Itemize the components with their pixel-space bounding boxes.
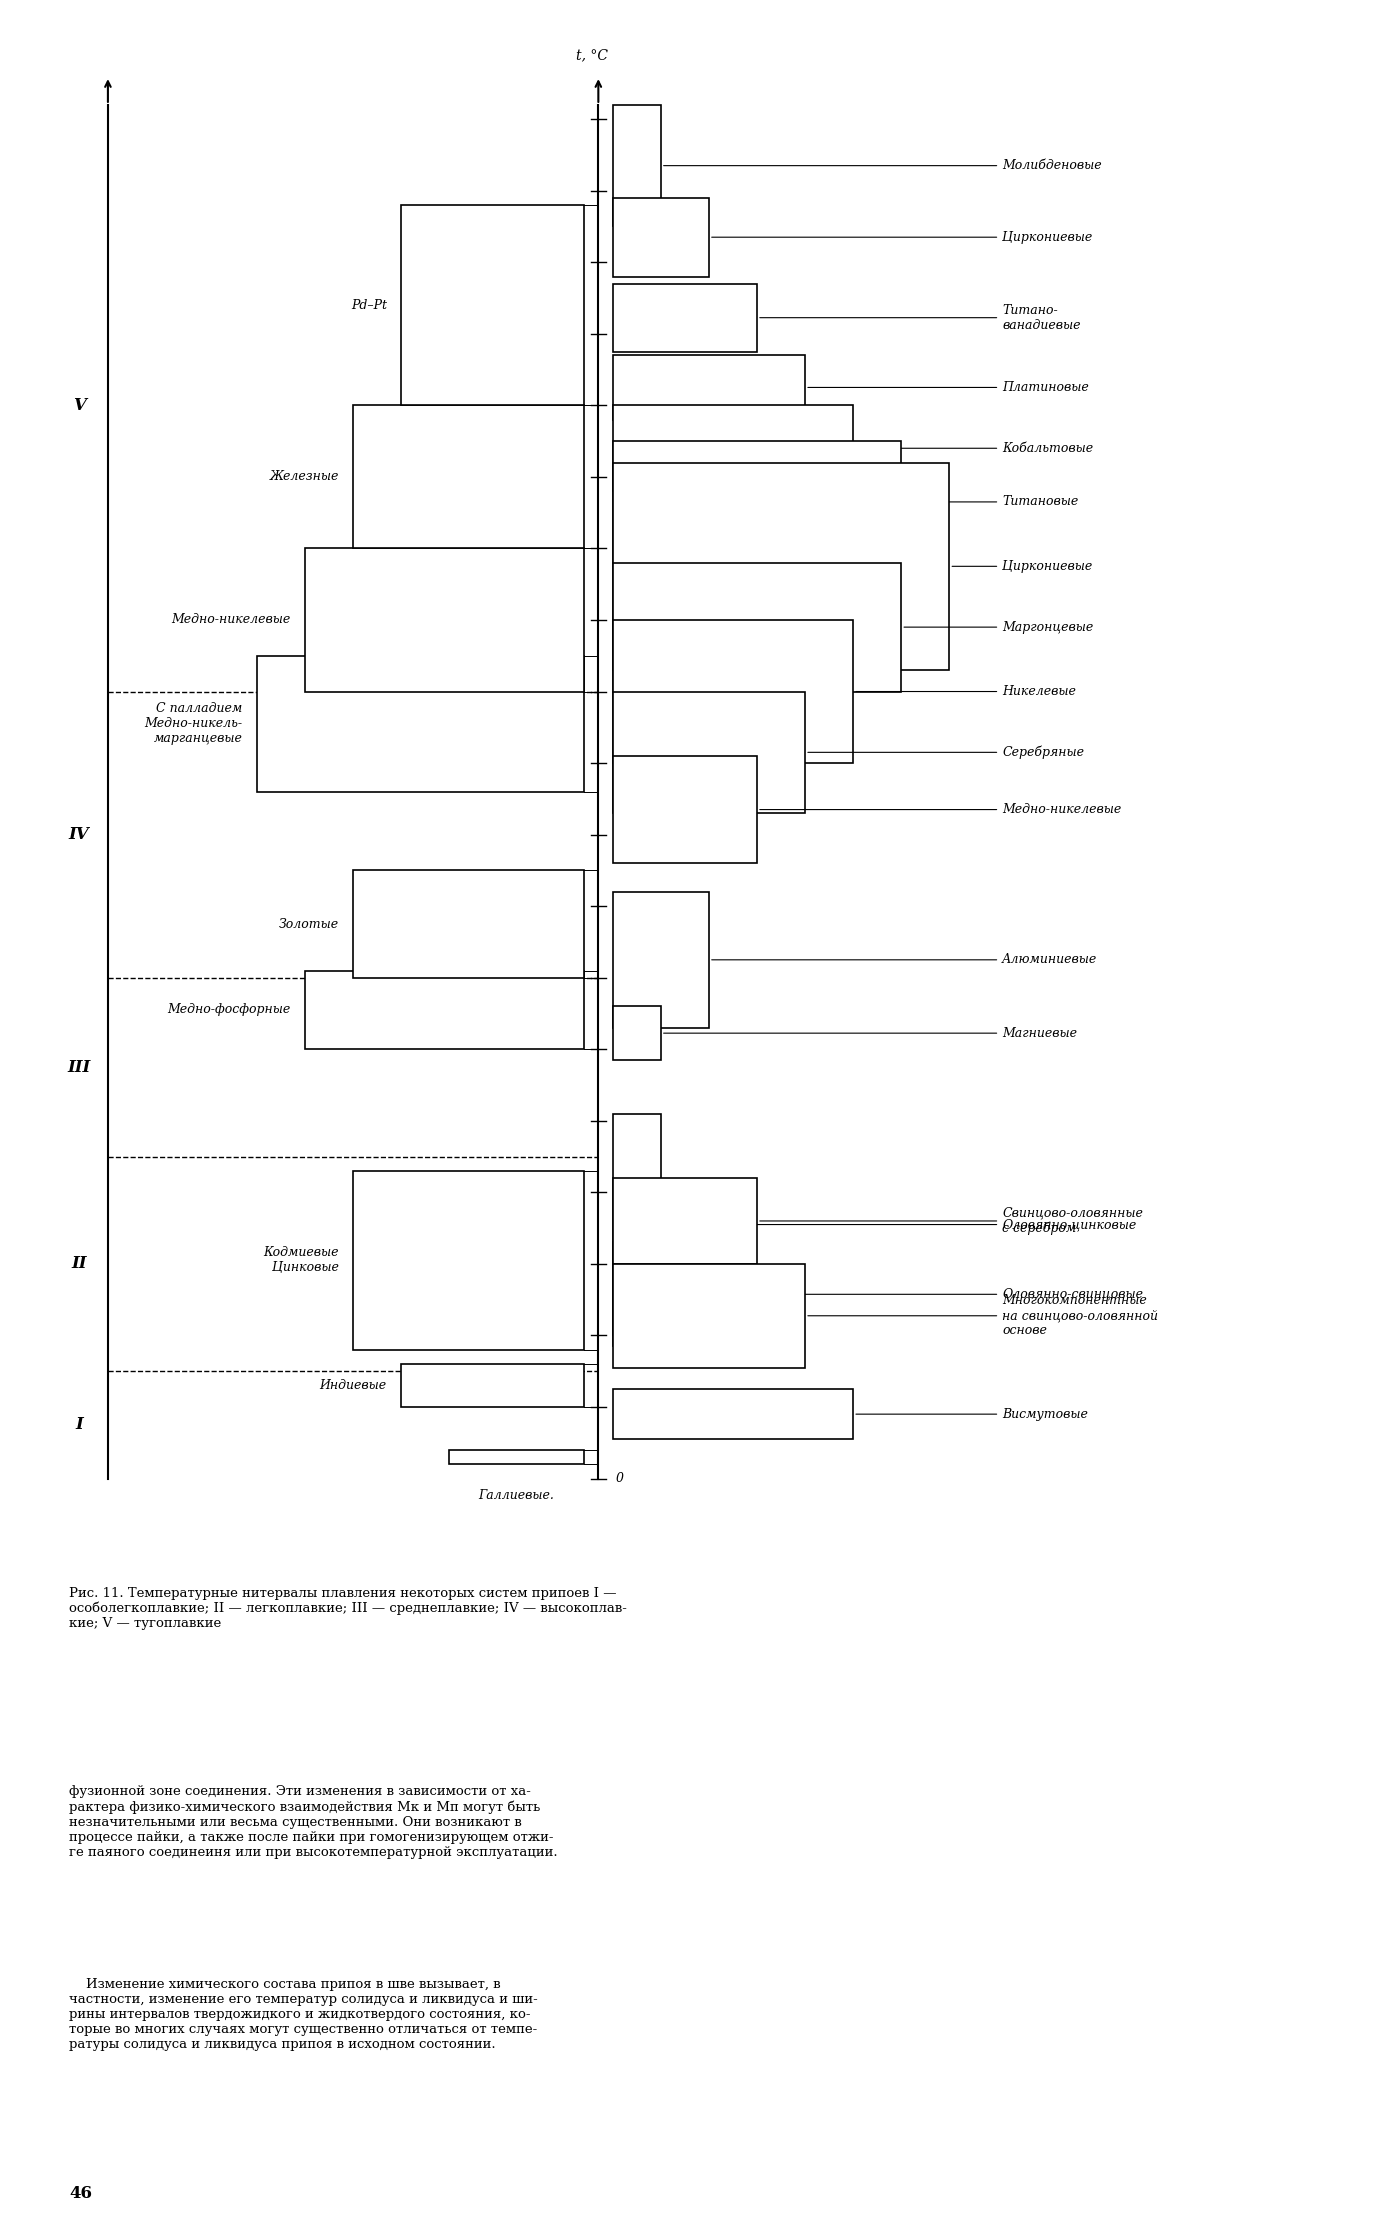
Text: Свинцово-оловянные
с серебром: Свинцово-оловянные с серебром [760,1207,1143,1236]
Text: Многокомпонентные
на свинцово-оловянной
основе: Многокомпонентные на свинцово-оловянной … [808,1294,1158,1338]
Text: 1100: 1100 [615,686,647,699]
Text: 900: 900 [615,828,640,841]
Bar [401,204,583,406]
Text: Pd–Pt: Pd–Pt [351,300,386,311]
Bar [613,619,853,763]
Bar [613,104,661,226]
Bar [613,355,806,419]
Text: Медно-никелевые: Медно-никелевые [760,803,1121,817]
Text: Магниевые: Магниевые [664,1027,1078,1041]
Text: Изменение химического состава припоя в шве вызывает, в
частности, изменение его : Изменение химического состава припоя в ш… [69,1977,538,2050]
Bar [449,1449,583,1465]
Bar [613,462,949,670]
Text: Медно-фосфорные: Медно-фосфорные [167,1003,290,1016]
Text: Серебряные: Серебряные [808,746,1085,759]
Text: Золотые: Золотые [279,916,339,930]
Text: Циркониевые: Циркониевые [951,559,1093,573]
Text: Кодмиевые
Цинковые: Кодмиевые Цинковые [263,1247,339,1274]
Text: Молибденовые: Молибденовые [664,160,1101,173]
Bar [353,406,583,548]
Text: 1000: 1000 [615,757,647,770]
Text: Титановые: Титановые [904,495,1078,508]
Bar [613,1243,708,1347]
Bar [613,1389,853,1440]
Text: 300: 300 [615,1258,640,1271]
Text: 100: 100 [615,1400,640,1414]
Bar [613,757,757,863]
Bar [613,1007,661,1061]
Text: Рис. 11. Температурные нитервалы плавления некоторых систем припоев I —
особолег: Рис. 11. Температурные нитервалы плавлен… [69,1587,628,1631]
Text: Алюминиевые: Алюминиевые [711,954,1097,965]
Text: 1600: 1600 [615,326,647,340]
Text: Платиновые: Платиновые [808,382,1089,395]
Text: V: V [72,397,86,413]
Text: Титано-
ванадиевые: Титано- ванадиевые [760,304,1081,331]
Text: IV: IV [68,825,89,843]
Text: 0: 0 [615,1471,624,1485]
Text: III: III [68,1058,90,1076]
Bar [306,548,583,692]
Bar [306,970,583,1050]
Text: 1300: 1300 [615,541,647,555]
Bar [613,197,708,277]
Text: I: I [75,1416,83,1433]
Bar [613,442,901,564]
Text: 200: 200 [615,1329,640,1342]
Bar [613,1114,661,1336]
Bar [613,1178,757,1265]
Text: фузионной зоне соединения. Эти изменения в зависимости от ха-
рактера физико-хим: фузионной зоне соединения. Эти изменения… [69,1786,558,1860]
Text: 46: 46 [69,2186,93,2201]
Text: 1500: 1500 [615,399,647,413]
Text: 1400: 1400 [615,470,647,484]
Text: Никелевые: Никелевые [856,686,1076,699]
Bar [613,406,853,490]
Text: Индиевые: Индиевые [319,1378,386,1391]
Text: 800: 800 [615,899,640,912]
Text: 1700: 1700 [615,255,647,268]
Text: Железные: Железные [269,470,339,484]
Text: Висмутовые: Висмутовые [856,1407,1088,1420]
Text: 1900: 1900 [615,113,647,126]
Text: 500: 500 [615,1114,640,1127]
Bar [613,284,757,351]
Bar [613,892,708,1027]
Bar [353,1172,583,1349]
Text: Циркониевые: Циркониевые [711,231,1093,244]
Bar [353,870,583,979]
Text: С палладием
Медно-никель-
марганцевые: С палладием Медно-никель- марганцевые [144,701,243,746]
Text: Кобальтовые: Кобальтовые [856,442,1093,455]
Text: 600: 600 [615,1043,640,1056]
Text: 700: 700 [615,972,640,985]
Text: II: II [71,1256,88,1271]
Bar [257,657,583,792]
Text: 400: 400 [615,1185,640,1198]
Text: 1200: 1200 [615,612,647,626]
Text: Оловянно-свинцовые: Оловянно-свинцовые [711,1287,1143,1300]
Bar [613,1265,806,1367]
Text: Галлиевые.: Галлиевые. [479,1489,554,1502]
Bar [613,564,901,692]
Text: Медно-никелевые: Медно-никелевые [171,612,290,626]
Bar [401,1365,583,1407]
Text: Оловянно-цинковые: Оловянно-цинковые [664,1218,1136,1232]
Text: 1800: 1800 [615,184,647,197]
Bar [613,692,806,812]
Text: Маргонцевые: Маргонцевые [904,621,1093,635]
Text: t, °C: t, °C [575,49,607,62]
